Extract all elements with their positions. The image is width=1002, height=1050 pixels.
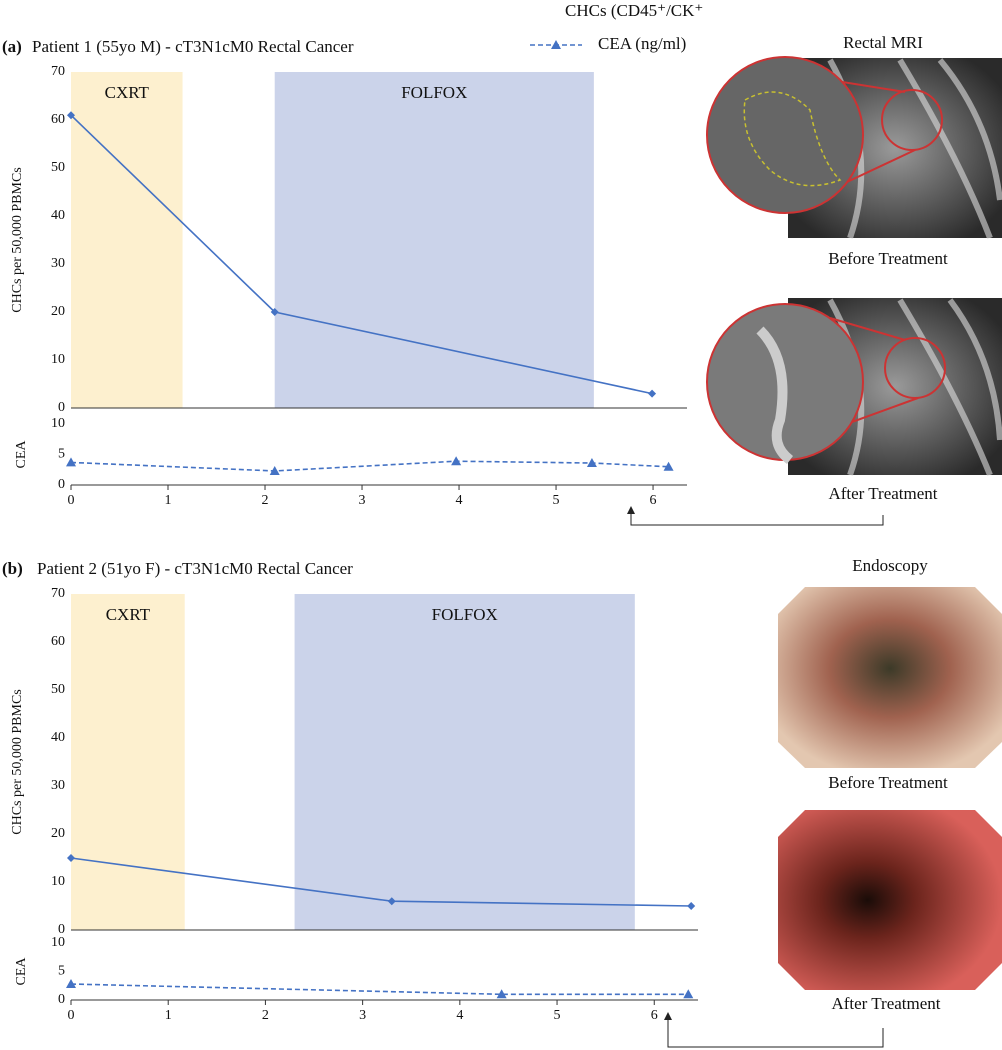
marker (269, 465, 280, 475)
image-caption: Before Treatment (828, 773, 948, 792)
y-axis-label: CHCs per 50,000 PBMCs (10, 689, 25, 834)
mri-after-image (706, 298, 1002, 477)
marker (66, 457, 76, 467)
y-tick-label: 20 (51, 304, 65, 319)
arrowhead (627, 506, 635, 514)
x-tick-label: 6 (650, 493, 657, 508)
treatment-region (71, 594, 185, 930)
image-title: Rectal MRI (843, 33, 923, 52)
y-tick-label: 60 (51, 634, 65, 649)
marker (67, 111, 75, 120)
y-tick-label: 10 (51, 874, 65, 889)
y-tick-label: 0 (58, 992, 65, 1007)
treatment-region (274, 72, 594, 408)
y-axis-label: CEA (14, 957, 29, 986)
x-tick-label: 4 (456, 493, 463, 508)
image-title: Endoscopy (852, 556, 928, 575)
x-tick-label: 3 (359, 493, 366, 508)
legend-label: CEA (ng/ml) (598, 34, 686, 53)
treatment-region (294, 594, 635, 930)
treatment-region (71, 72, 183, 408)
arrow (667, 1018, 884, 1048)
panel-label: (a) (2, 37, 22, 56)
marker (66, 979, 76, 989)
y-tick-label: 30 (51, 256, 65, 271)
x-tick-label: 0 (68, 1008, 75, 1023)
y-tick-label: 60 (51, 112, 65, 127)
y-tick-label: 30 (51, 778, 65, 793)
x-tick-label: 3 (359, 1008, 366, 1023)
y-tick-label: 40 (51, 208, 65, 223)
y-tick-label: 50 (51, 160, 65, 175)
y-tick-label: 0 (58, 400, 65, 415)
arrowhead (664, 1012, 672, 1020)
y-tick-label: 20 (51, 826, 65, 841)
y-tick-label: 40 (51, 730, 65, 745)
x-tick-label: 0 (68, 493, 75, 508)
y-tick-label: 5 (58, 964, 65, 979)
data-line (70, 983, 689, 996)
marker (663, 461, 674, 471)
panel-title: Patient 2 (51yo F) - cT3N1cM0 Rectal Can… (37, 559, 353, 578)
region-label: FOLFOX (401, 83, 467, 102)
marker (270, 308, 279, 316)
y-tick-label: 0 (58, 922, 65, 937)
y-tick-label: 5 (58, 447, 65, 462)
marker (387, 897, 396, 906)
image-caption: After Treatment (828, 484, 937, 503)
x-tick-label: 6 (651, 1008, 658, 1023)
endoscopy-before-image (778, 587, 1002, 768)
arrow (630, 512, 884, 526)
marker (586, 458, 597, 468)
x-tick-label: 4 (456, 1008, 463, 1023)
x-tick-label: 1 (165, 493, 172, 508)
y-tick-label: 0 (58, 477, 65, 492)
region-label: CXRT (105, 83, 150, 102)
image-caption: After Treatment (831, 994, 940, 1013)
marker (496, 989, 507, 999)
panel-label: (b) (2, 559, 23, 578)
marker (67, 854, 75, 862)
marker (683, 989, 694, 999)
mri-before-image (706, 56, 1002, 240)
panel-title: Patient 1 (55yo M) - cT3N1cM0 Rectal Can… (32, 37, 354, 56)
marker (648, 389, 657, 398)
y-tick-label: 50 (51, 682, 65, 697)
endoscopy-after-image (778, 810, 1002, 990)
x-tick-label: 2 (262, 493, 269, 508)
y-axis-label: CEA (14, 440, 29, 469)
y-tick-label: 70 (51, 64, 65, 79)
x-tick-label: 2 (262, 1008, 269, 1023)
x-tick-label: 1 (165, 1008, 172, 1023)
region-label: CXRT (106, 605, 151, 624)
y-tick-label: 10 (51, 416, 65, 431)
y-axis-label: CHCs per 50,000 PBMCs (10, 167, 25, 312)
legend-label: CHCs (CD45⁺/CK⁺ (565, 1, 703, 20)
y-tick-label: 10 (51, 935, 65, 950)
y-tick-label: 70 (51, 586, 65, 601)
x-tick-label: 5 (554, 1008, 561, 1023)
y-tick-label: 10 (51, 352, 65, 367)
data-line (70, 460, 669, 472)
image-caption: Before Treatment (828, 249, 948, 268)
x-tick-label: 5 (553, 493, 560, 508)
marker (551, 40, 561, 49)
marker (687, 902, 696, 910)
marker (451, 456, 462, 466)
region-label: FOLFOX (432, 605, 498, 624)
